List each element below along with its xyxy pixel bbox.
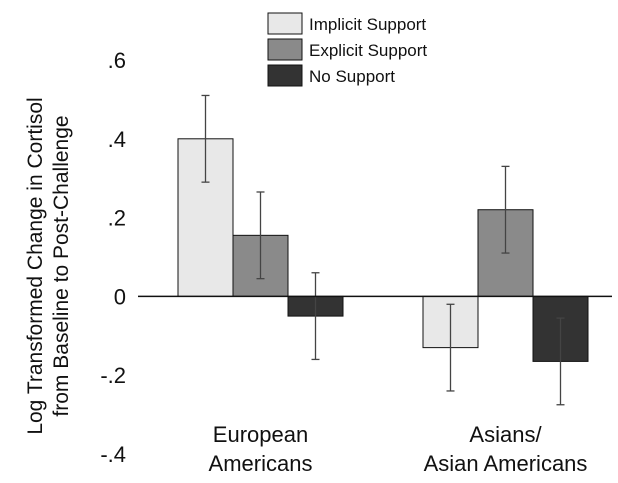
y-axis-label-line-1: Log Transformed Change in Cortisol: [24, 97, 47, 434]
error-bar: [256, 191, 265, 280]
y-tick-label: -.2: [100, 363, 126, 388]
y-tick-label: -.4: [100, 442, 126, 467]
legend-item: Implicit Support: [267, 12, 426, 35]
error-bar: [446, 303, 455, 392]
legend-item: No Support: [267, 64, 395, 87]
category-label: Asians/: [469, 422, 542, 447]
legend-label: Explicit Support: [309, 41, 427, 60]
category-labels: European Americans Asians/Asian Americans: [209, 422, 588, 476]
legend: Implicit Support Explicit Support No Suppo…: [267, 12, 427, 87]
legend-swatch: [267, 38, 303, 61]
y-axis-ticks: .6 .4 .2 0 -.2 -.4: [100, 48, 126, 467]
category-label: Asian Americans: [424, 451, 588, 476]
category-label: European: [213, 422, 308, 447]
category-label: Americans: [209, 451, 313, 476]
y-tick-label: .4: [108, 127, 126, 152]
y-tick-label: .2: [108, 206, 126, 231]
y-tick-label: .6: [108, 48, 126, 73]
y-tick-label: 0: [114, 284, 126, 309]
legend-label: No Support: [309, 67, 395, 86]
legend-swatch: [267, 12, 303, 35]
error-bar: [311, 272, 320, 361]
error-bars: [201, 94, 565, 406]
y-axis-label-line-2: from Baseline to Post-Challenge: [50, 115, 73, 416]
error-bar: [556, 317, 565, 406]
error-bar: [501, 165, 510, 254]
bars: [177, 138, 589, 362]
legend-swatch: [267, 64, 303, 87]
y-axis-label: Log Transformed Change in Cortisol from …: [24, 97, 73, 434]
error-bar: [201, 94, 210, 183]
legend-item: Explicit Support: [267, 38, 427, 61]
legend-label: Implicit Support: [309, 15, 426, 34]
